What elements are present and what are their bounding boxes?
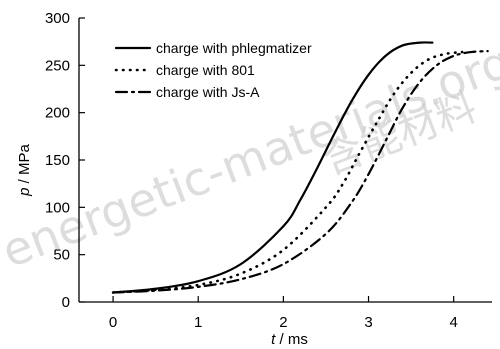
y-tick-label: 200 bbox=[45, 105, 70, 122]
series-layer bbox=[111, 41, 489, 294]
y-axis-title: p / MPa bbox=[16, 144, 33, 197]
y-tick-label: 300 bbox=[45, 10, 70, 27]
y-tick-label: 0 bbox=[62, 294, 70, 311]
y-tick-label: 50 bbox=[53, 247, 70, 264]
legend: charge with phlegmatizer charge with 801 c… bbox=[114, 40, 312, 100]
x-axis-title: t / ms bbox=[271, 331, 308, 348]
legend-label-1: charge with phlegmatizer bbox=[156, 40, 312, 56]
x-tick-label: 4 bbox=[450, 314, 458, 331]
x-tick-label: 1 bbox=[194, 314, 202, 331]
legend-label-2: charge with 801 bbox=[156, 62, 255, 78]
y-tick-label: 150 bbox=[45, 152, 70, 169]
legend-label-3: charge with Js-A bbox=[156, 84, 260, 100]
y-tick-label: 250 bbox=[45, 57, 70, 74]
axes: 0 50 100 150 200 250 300 0 1 2 3 4 bbox=[45, 10, 492, 331]
x-tick-label: 3 bbox=[364, 314, 372, 331]
axis-titles: t / ms p / MPa bbox=[16, 144, 308, 348]
series-line-3 bbox=[111, 50, 489, 294]
series-line-1 bbox=[111, 41, 434, 294]
x-tick-label: 2 bbox=[279, 314, 287, 331]
x-tick-label: 0 bbox=[109, 314, 117, 331]
y-tick-label: 100 bbox=[45, 199, 70, 216]
